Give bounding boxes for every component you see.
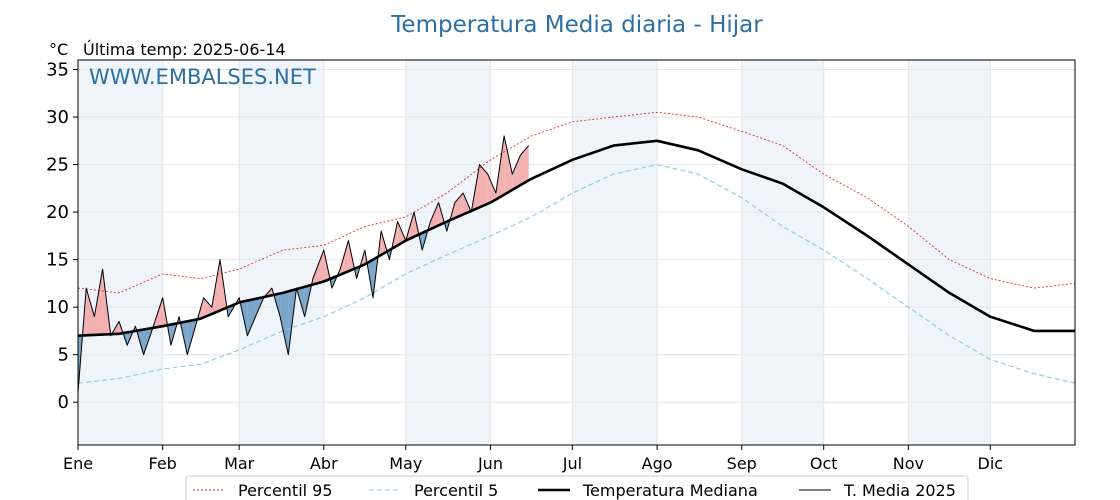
watermark: WWW.EMBALSES.NET [89,65,316,89]
x-tick-label-ene: Ene [63,454,93,473]
anomaly-fill-above [312,250,324,285]
y-tick-label: 35 [46,60,69,81]
anomaly-fills [78,136,529,393]
series-line-temperatura-mediana [77,139,1075,337]
y-tick-label: 10 [46,297,69,318]
chart-title: Temperatura Media diaria - Hijar [390,12,763,38]
legend-label: Percentil 95 [238,481,333,500]
plot-frame [77,59,1076,446]
month-shade-nov [908,60,991,445]
x-tick-label-jul: Jul [562,454,582,473]
y-tick-label: 30 [46,107,69,128]
x-tick-label-jun: Jun [477,454,503,473]
anomaly-fill-below [280,291,289,355]
legend-label: Temperatura Mediana [582,481,758,500]
legend-label: Percentil 5 [414,481,498,500]
month-shade-sep [741,60,824,445]
x-tick-label-nov: Nov [893,454,924,473]
anomaly-fill-above [487,174,496,204]
y-tick-label: 20 [46,202,69,223]
month-shade-jul [572,60,658,445]
anomaly-fill-above [454,193,464,219]
anomaly-fill-above [430,202,439,230]
y-tick-label: 25 [46,155,69,176]
grid-lines [77,60,1075,445]
anomaly-fill-above [94,269,103,335]
legend-box [185,475,969,500]
x-axis: Ene Feb Mar Abr May Jun Jul Ago Sep Oct Nov Dic [63,445,1003,473]
anomaly-fill-above [203,297,212,318]
y-tick-label: 0 [58,392,69,413]
legend: Percentil 95 Percentil 5 Temperatura Media… [185,475,969,500]
anomaly-fill-below [247,298,256,336]
month-shading [78,60,991,445]
series-line-percentil-95 [77,111,1076,294]
series-line-t-media-2025 [77,135,530,393]
x-tick-label-dic: Dic [978,454,1004,473]
month-shade-may [405,60,491,445]
x-tick-label-may: May [389,454,422,473]
y-axis: 0 5 10 15 20 25 30 35 [46,60,78,413]
last-temp-label: Última temp: 2025-06-14 [83,40,286,59]
x-tick-label-oct: Oct [810,454,838,473]
month-shade-ene [78,60,163,445]
anomaly-fill-above [520,145,529,186]
series-lines [77,111,1076,393]
y-tick-label: 5 [58,345,69,366]
unit-label: °C [49,40,68,59]
y-tick-label: 15 [46,250,69,271]
legend-label: T. Media 2025 [843,481,956,500]
x-tick-label-mar: Mar [224,454,255,473]
anomaly-fill-above [479,164,488,208]
anomaly-fill-above [512,155,521,190]
anomaly-fill-above [504,136,513,195]
anomaly-fill-above [86,288,95,336]
x-tick-label-abr: Abr [310,454,338,473]
x-tick-label-sep: Sep [727,454,757,473]
month-shade-mar [239,60,324,445]
x-tick-label-ago: Ago [642,454,673,473]
series-line-percentil-5 [77,164,1076,384]
x-tick-label-feb: Feb [149,454,177,473]
